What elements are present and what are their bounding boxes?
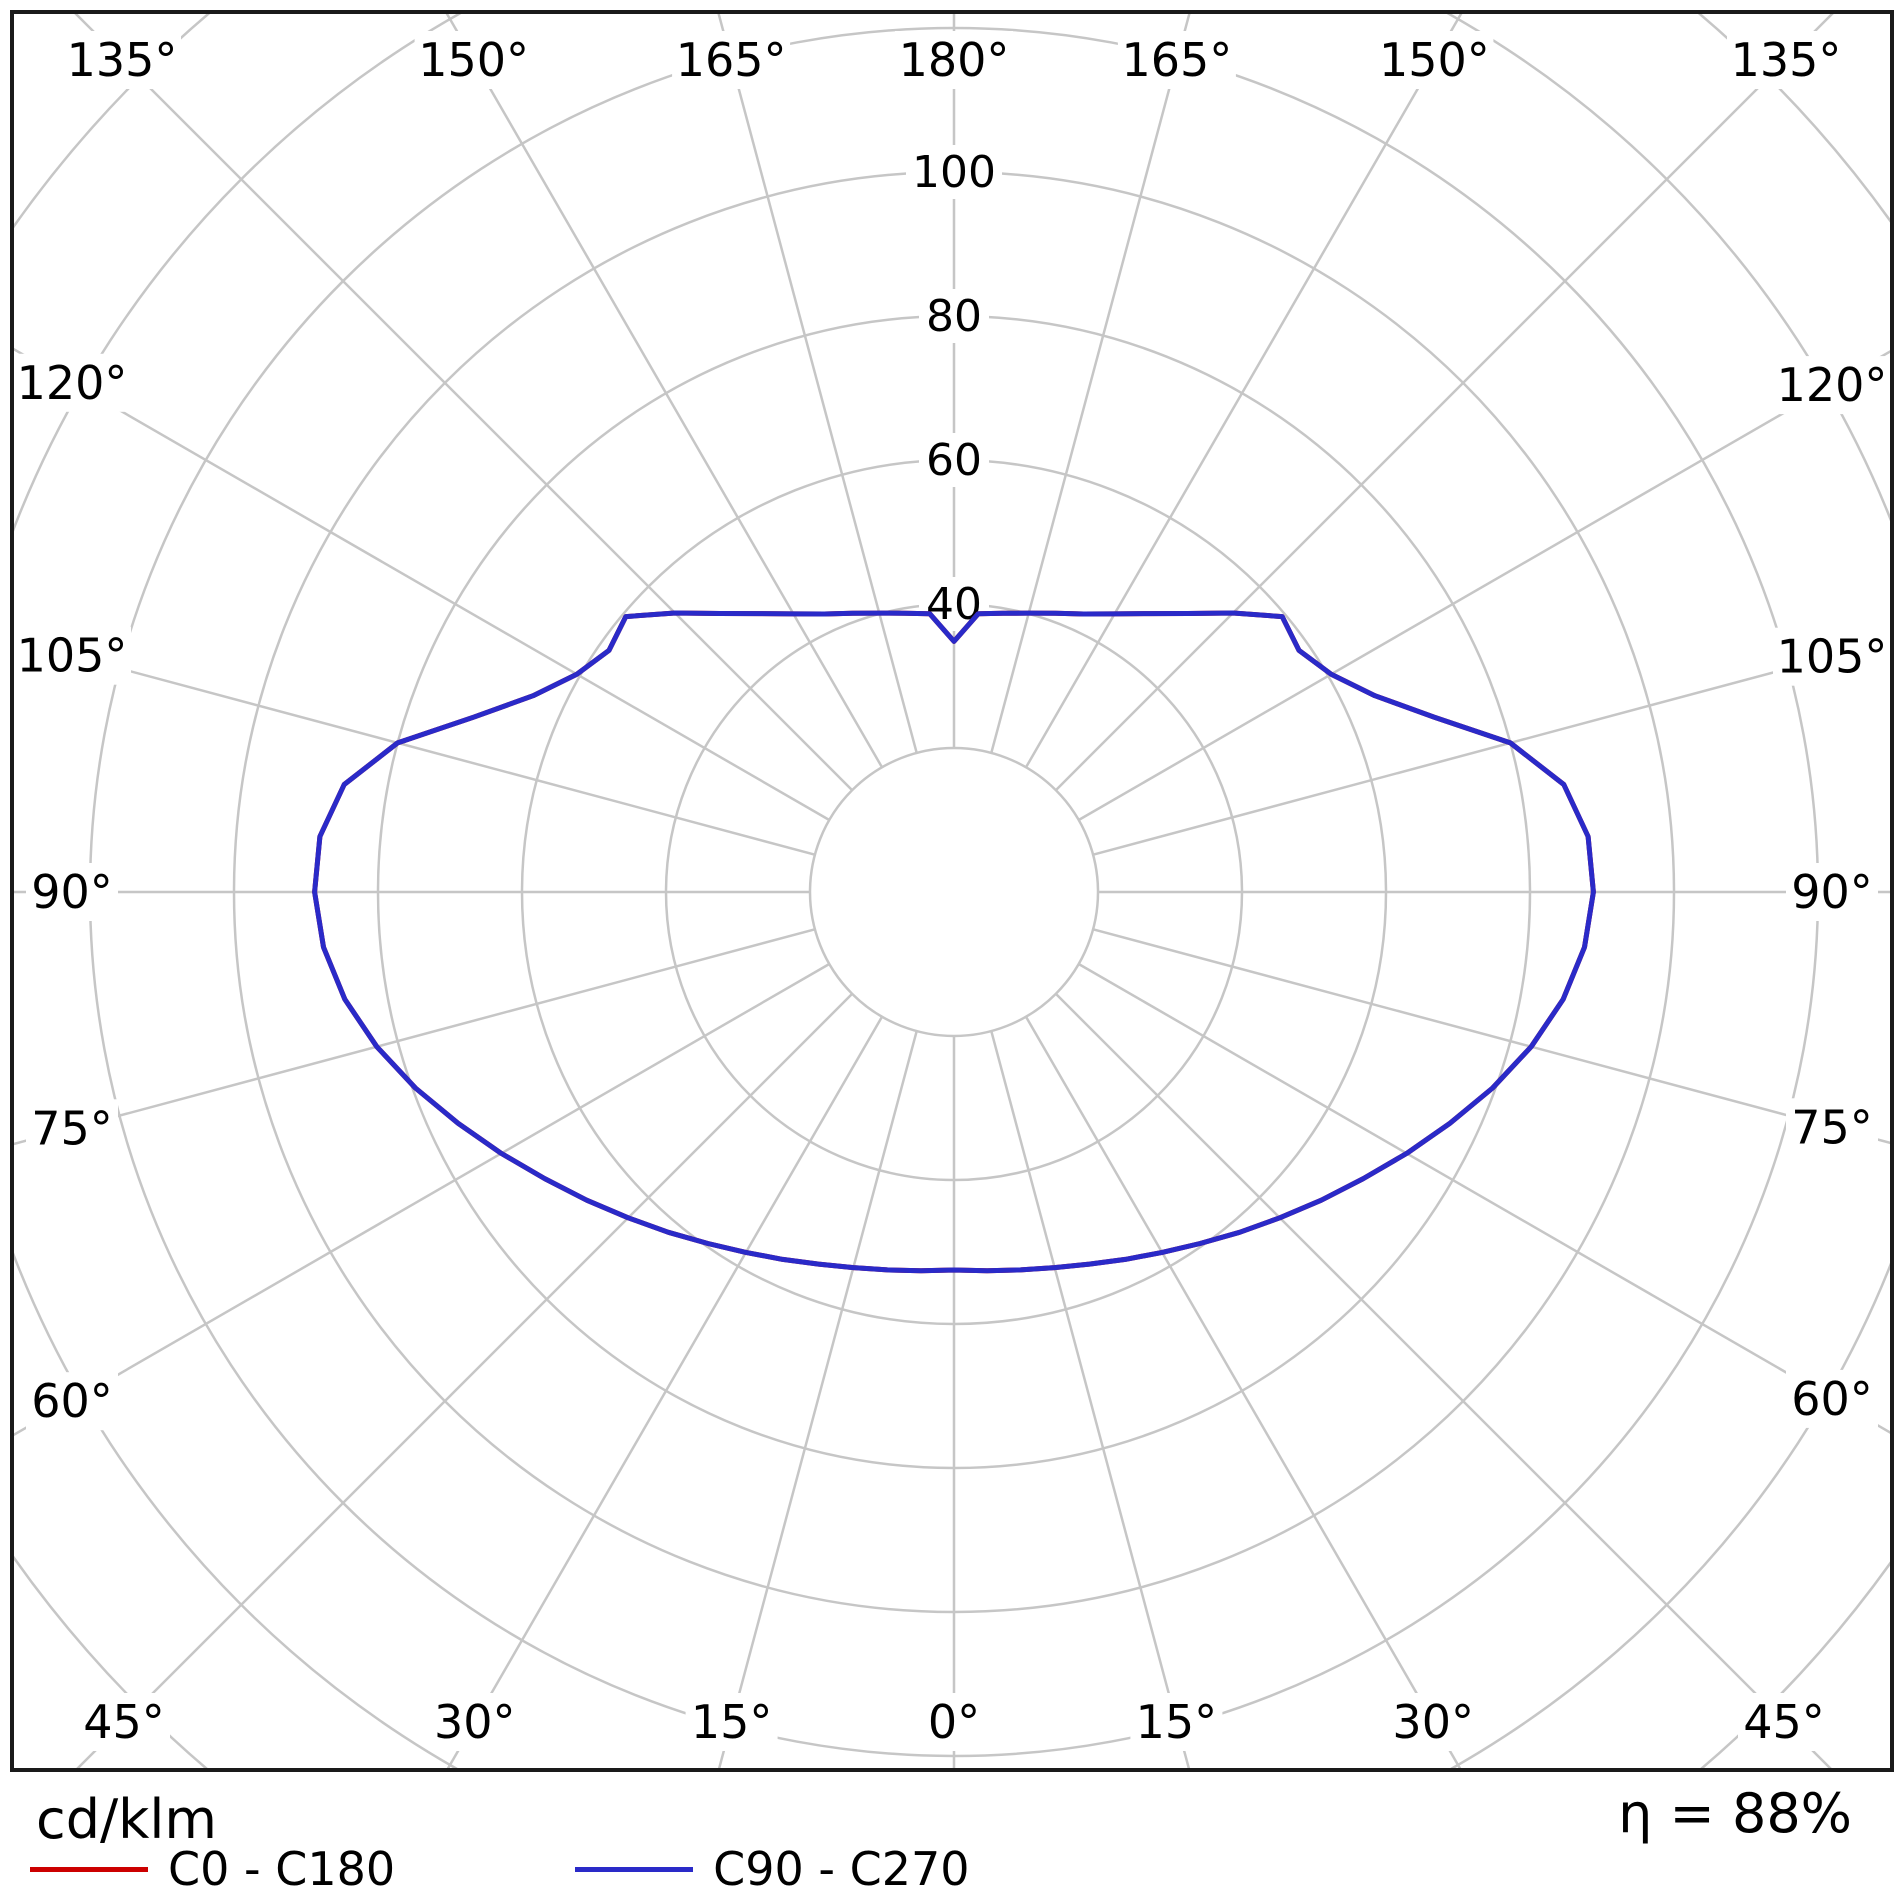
grid-spoke	[14, 928, 816, 1146]
grid-spoke	[717, 1030, 918, 1768]
polar-plot-frame: 0° 15° 15° 30° 30° 45° 45° 60° 60° 75° 75° 90° 90° 10…	[10, 10, 1894, 1772]
grid-spoke	[990, 14, 1191, 754]
angle-tick-label: 120°	[17, 356, 128, 410]
angle-tick-label: 60°	[31, 1374, 113, 1428]
legend-item-c0-c180: C0 - C180	[30, 1842, 395, 1896]
grid-spoke	[1024, 1016, 1462, 1768]
radial-tick-label: 60	[926, 435, 982, 486]
angle-tick-label: 30°	[1392, 1695, 1474, 1749]
radial-label-bg	[919, 577, 989, 631]
grid-spoke	[1054, 992, 1832, 1768]
grid-spoke	[445, 14, 884, 768]
legend-label-c90-c270: C90 - C270	[713, 1842, 970, 1896]
grid-spoke	[14, 347, 830, 822]
angle-label-bg	[1773, 627, 1890, 686]
angle-tick-label: 45°	[1743, 1695, 1825, 1749]
angle-label-bg	[1375, 31, 1494, 89]
grid-spoke	[76, 992, 854, 1768]
angle-tick-label: 60°	[1791, 1372, 1873, 1426]
angle-tick-label: 165°	[676, 33, 787, 87]
grid-spoke	[74, 14, 854, 792]
legend: C0 - C180 C90 - C270	[30, 1842, 970, 1896]
angle-label-bg	[14, 353, 131, 412]
angle-tick-label: 135°	[1731, 33, 1842, 87]
angle-tick-label: 15°	[691, 1695, 773, 1749]
grid-spoke	[1078, 350, 1890, 822]
angle-label-bg	[1738, 1693, 1830, 1751]
angle-label-bg	[895, 31, 1013, 89]
angle-tick-label: 165°	[1121, 33, 1232, 87]
grid-spoke	[1092, 928, 1890, 1145]
angle-label-bg	[1786, 1369, 1878, 1428]
units-label: cd/klm	[36, 1788, 218, 1851]
angle-label-bg	[26, 1099, 118, 1158]
angle-label-bg	[78, 1693, 170, 1751]
grid-spoke	[1024, 14, 1463, 768]
angle-label-bg	[921, 1693, 987, 1751]
angle-tick-label: 180°	[899, 33, 1010, 87]
grid-spoke	[990, 1030, 1191, 1768]
radial-tick-label: 100	[912, 147, 996, 198]
angle-label-bg	[1786, 1098, 1878, 1157]
angle-tick-label: 120°	[1777, 358, 1888, 412]
angle-label-bg	[1387, 1693, 1480, 1751]
angle-label-bg	[26, 1372, 118, 1431]
legend-label-c0-c180: C0 - C180	[168, 1842, 396, 1896]
grid-spoke	[1078, 962, 1890, 1434]
c90-c270-line-swatch	[575, 1866, 694, 1872]
radial-label-bg	[919, 433, 989, 487]
angle-tick-label: 75°	[31, 1101, 113, 1155]
angle-label-bg	[1117, 31, 1236, 89]
grid-spoke	[14, 962, 830, 1437]
grid-spoke	[717, 14, 918, 754]
efficiency-label: η = 88%	[1618, 1782, 1852, 1845]
radial-label-bg	[906, 145, 1002, 199]
angle-label-bg	[414, 31, 533, 89]
angle-tick-label: 30°	[434, 1695, 516, 1749]
grid-circle	[808, 746, 1100, 1038]
angle-label-bg	[685, 1693, 778, 1751]
angle-label-bg	[14, 626, 131, 685]
grid-spoke	[1054, 14, 1834, 792]
angle-tick-label: 90°	[1791, 865, 1873, 919]
angle-tick-label: 15°	[1136, 1695, 1218, 1749]
grid-spoke	[1092, 639, 1890, 856]
angle-label-bg	[26, 863, 118, 921]
angle-tick-label: 150°	[418, 33, 529, 87]
angle-label-bg	[1786, 863, 1878, 921]
grid-spoke	[446, 1016, 884, 1768]
polar-intensity-chart: 0° 15° 15° 30° 30° 45° 45° 60° 60° 75° 75° 90° 90° 10…	[14, 14, 1890, 1768]
angle-label-bg	[1130, 1693, 1223, 1751]
c0-c180-line-swatch	[30, 1866, 148, 1872]
c90-c270-curve	[312, 610, 1596, 1274]
angle-tick-label: 150°	[1379, 33, 1490, 87]
angle-tick-label: 105°	[17, 629, 128, 683]
angle-tick-label: 75°	[1791, 1100, 1873, 1154]
angle-tick-label: 0°	[928, 1695, 980, 1749]
grid-spoke	[14, 638, 816, 856]
angle-label-bg	[672, 31, 791, 89]
angle-tick-label: 45°	[83, 1695, 165, 1749]
radial-label-bg	[919, 289, 989, 343]
legend-item-c90-c270: C90 - C270	[575, 1842, 970, 1896]
angle-tick-label: 90°	[31, 865, 113, 919]
angle-tick-label: 135°	[67, 33, 178, 87]
angle-tick-label: 105°	[1777, 630, 1888, 684]
angle-label-bg	[63, 31, 181, 89]
angle-label-bg	[1727, 31, 1845, 89]
angle-label-bg	[428, 1693, 521, 1751]
radial-tick-label: 80	[926, 291, 982, 342]
angle-label-bg	[1773, 356, 1890, 415]
